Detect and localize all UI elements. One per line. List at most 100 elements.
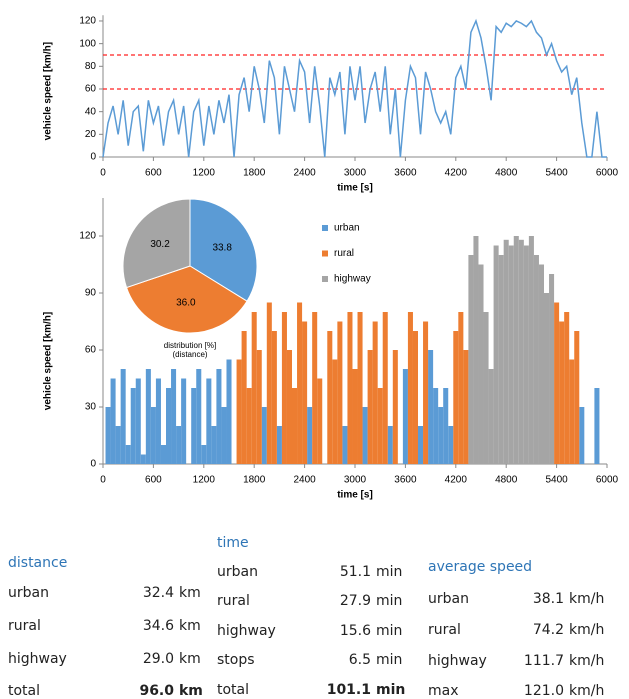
- bar: [347, 312, 353, 464]
- bar: [549, 274, 555, 464]
- row-label: rural: [217, 593, 250, 609]
- bar: [458, 312, 464, 464]
- x-axis-label: time [s]: [337, 490, 373, 501]
- row-value: 101.1: [327, 682, 371, 698]
- row-value: 38.1: [533, 591, 564, 607]
- row-label: urban: [217, 564, 258, 580]
- y-tick-label: 120: [79, 16, 96, 27]
- row-value: 27.9: [340, 593, 371, 609]
- x-tick-label: 3000: [344, 475, 367, 486]
- row-unit: km: [179, 585, 201, 601]
- row-value: 15.6: [340, 623, 371, 639]
- x-axis-label: time [s]: [337, 183, 373, 194]
- row-unit: min: [376, 623, 402, 639]
- bar: [246, 388, 252, 464]
- row-unit: km: [179, 618, 201, 634]
- bar: [297, 302, 303, 464]
- bar: [181, 378, 187, 464]
- x-tick-label: 0: [100, 168, 106, 179]
- bar: [256, 350, 262, 464]
- bar: [176, 426, 182, 464]
- bar: [292, 388, 298, 464]
- x-tick-label: 3600: [394, 168, 417, 179]
- bar: [145, 369, 151, 464]
- x-tick-label: 4800: [495, 168, 518, 179]
- bar: [579, 407, 585, 464]
- row-unit: km: [179, 683, 203, 699]
- bar: [523, 245, 529, 464]
- bar: [261, 407, 267, 464]
- bar: [528, 236, 534, 464]
- y-tick-label: 100: [79, 38, 96, 49]
- pie-slice: [125, 265, 248, 334]
- bar: [362, 407, 368, 464]
- y-tick-label: 0: [90, 459, 96, 470]
- bar: [594, 388, 600, 464]
- bar: [266, 302, 272, 464]
- bar: [423, 321, 429, 464]
- legend-swatch: [322, 276, 328, 282]
- x-tick-label: 1800: [243, 168, 266, 179]
- bar: [493, 245, 499, 464]
- x-tick-label: 2400: [293, 475, 316, 486]
- bar: [251, 312, 257, 464]
- row-label: urban: [8, 585, 49, 601]
- pie-sublabel: (distance): [172, 350, 207, 359]
- bar: [352, 369, 358, 464]
- bar: [433, 388, 439, 464]
- y-tick-label: 30: [85, 402, 97, 413]
- row-value: 74.2: [533, 622, 564, 638]
- bar: [120, 369, 126, 464]
- bar: [488, 369, 494, 464]
- bar: [473, 236, 479, 464]
- y-axis-label: vehicle speed [km/h]: [43, 312, 54, 410]
- row-unit: km: [179, 651, 201, 667]
- bar: [160, 445, 166, 464]
- row-unit: min: [376, 593, 402, 609]
- bar: [211, 426, 217, 464]
- bar: [533, 255, 539, 464]
- row-label: urban: [428, 591, 469, 607]
- bar: [115, 426, 121, 464]
- speed-line: [102, 18, 607, 158]
- row-value: 51.1: [340, 564, 371, 580]
- bar: [443, 388, 449, 464]
- row-unit: km/h: [569, 653, 604, 669]
- pie-slice: [189, 198, 258, 302]
- bar: [327, 331, 333, 464]
- y-tick-label: 40: [85, 106, 97, 117]
- bar: [367, 350, 373, 464]
- bar: [281, 312, 287, 464]
- y-tick-label: 60: [85, 345, 97, 356]
- pie-value-label: 30.2: [150, 239, 170, 250]
- x-tick-label: 6000: [596, 168, 619, 179]
- row-unit: km/h: [569, 622, 604, 638]
- x-tick-label: 3600: [394, 475, 417, 486]
- bar: [150, 407, 156, 464]
- bar: [503, 239, 509, 464]
- bar: [402, 369, 408, 464]
- x-tick-label: 2400: [293, 168, 316, 179]
- bar: [453, 331, 459, 464]
- bar: [317, 378, 323, 464]
- bar: [448, 426, 454, 464]
- x-tick-label: 4200: [445, 475, 468, 486]
- row-label: rural: [8, 618, 41, 634]
- bar: [206, 378, 212, 464]
- row-unit: km/h: [569, 591, 604, 607]
- bar: [312, 312, 318, 464]
- x-tick-label: 4200: [445, 168, 468, 179]
- bar: [382, 312, 388, 464]
- bar: [302, 321, 308, 464]
- row-value: 96.0: [139, 683, 174, 699]
- row-label: highway: [428, 653, 487, 669]
- pie-label: distribution [%]: [164, 341, 216, 350]
- row-unit: min: [376, 682, 405, 698]
- row-value: 111.7: [524, 653, 564, 669]
- bar: [271, 331, 277, 464]
- row-unit: min: [376, 564, 402, 580]
- legend-label: urban: [334, 223, 360, 234]
- bar: [428, 350, 434, 464]
- bar: [171, 369, 177, 464]
- bar: [574, 331, 580, 464]
